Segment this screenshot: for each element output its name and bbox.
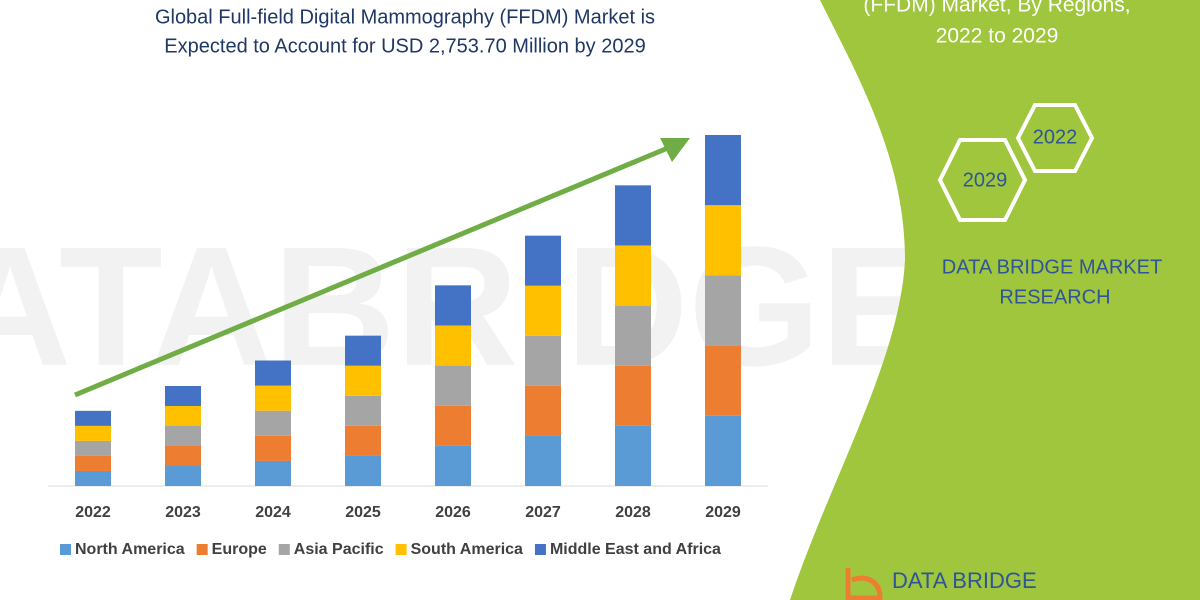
green-panel: [790, 0, 1200, 600]
x-tick-label: 2026: [435, 504, 471, 521]
bar-segment: [615, 245, 651, 306]
bar-segment: [705, 345, 741, 416]
legend-swatch: [278, 544, 290, 555]
legend-label: North America: [75, 541, 185, 558]
bar-segment: [165, 445, 201, 466]
legend-label: Middle East and Africa: [550, 541, 721, 558]
bar-segment: [255, 460, 291, 486]
panel-heading: (FFDM) Market, By Regions,: [863, 0, 1130, 17]
x-tick-label: 2024: [255, 504, 291, 521]
bar-segment: [435, 405, 471, 446]
legend-swatch: [534, 544, 546, 555]
x-tick-label: 2023: [165, 504, 201, 521]
legend-swatch: [196, 544, 208, 555]
hexagon-label: 2022: [1033, 126, 1078, 148]
bar-segment: [345, 365, 381, 396]
hexagon: [937, 138, 1028, 222]
bar-segment: [615, 425, 651, 486]
bar-segment: [435, 445, 471, 486]
bar-segment: [75, 425, 111, 441]
x-tick-label: 2028: [615, 504, 651, 521]
brand-text: DATA BRIDGE MARKET: [942, 256, 1162, 278]
bar-segment: [75, 470, 111, 486]
bar-segment: [705, 205, 741, 276]
bar-segment: [435, 365, 471, 406]
brand-text: RESEARCH: [999, 286, 1110, 308]
chart-title: Expected to Account for USD 2,753.70 Mil…: [164, 35, 645, 57]
logo-text: DATA BRIDGE: [892, 568, 1037, 593]
bar-segment: [75, 440, 111, 456]
bar-segment: [525, 385, 561, 436]
bar-segment: [705, 415, 741, 486]
chart-title: Global Full-field Digital Mammography (F…: [155, 6, 655, 28]
bar-segment: [255, 410, 291, 436]
hexagon-label: 2029: [963, 169, 1008, 191]
bar-segment: [165, 405, 201, 426]
bar-segment: [345, 455, 381, 486]
x-tick-label: 2029: [705, 504, 741, 521]
bar-segment: [525, 335, 561, 386]
trend-arrowhead: [660, 138, 690, 162]
bar-segment: [165, 425, 201, 446]
x-tick-label: 2025: [345, 504, 381, 521]
bar-segment: [345, 335, 381, 366]
bar-segment: [525, 235, 561, 286]
bar-segment: [345, 395, 381, 426]
bar-segment: [435, 285, 471, 326]
legend-label: South America: [411, 541, 523, 558]
bar-segment: [615, 185, 651, 246]
bar-segment: [75, 410, 111, 426]
bar-segment: [525, 285, 561, 336]
panel-heading: 2022 to 2029: [936, 25, 1059, 48]
bar-segment: [75, 455, 111, 471]
bar-segment: [165, 465, 201, 486]
bar-segment: [165, 385, 201, 406]
legend-label: Europe: [212, 541, 267, 558]
bar-segment: [615, 365, 651, 426]
bar-segment: [255, 385, 291, 411]
bar-segment: [255, 360, 291, 386]
bar-segment: [525, 435, 561, 486]
logo-icon: [845, 568, 883, 600]
legend-swatch: [395, 544, 407, 555]
x-tick-label: 2022: [75, 504, 111, 521]
bar-segment: [345, 425, 381, 456]
legend-label: Asia Pacific: [294, 541, 384, 558]
bar-segment: [255, 435, 291, 461]
bar-segment: [705, 275, 741, 346]
legend-swatch: [60, 544, 71, 555]
trend-arrow: [74, 142, 676, 398]
x-tick-label: 2027: [525, 504, 561, 521]
bar-segment: [705, 135, 741, 206]
bar-segment: [615, 305, 651, 366]
hexagon: [1015, 103, 1095, 173]
bar-segment: [435, 325, 471, 366]
